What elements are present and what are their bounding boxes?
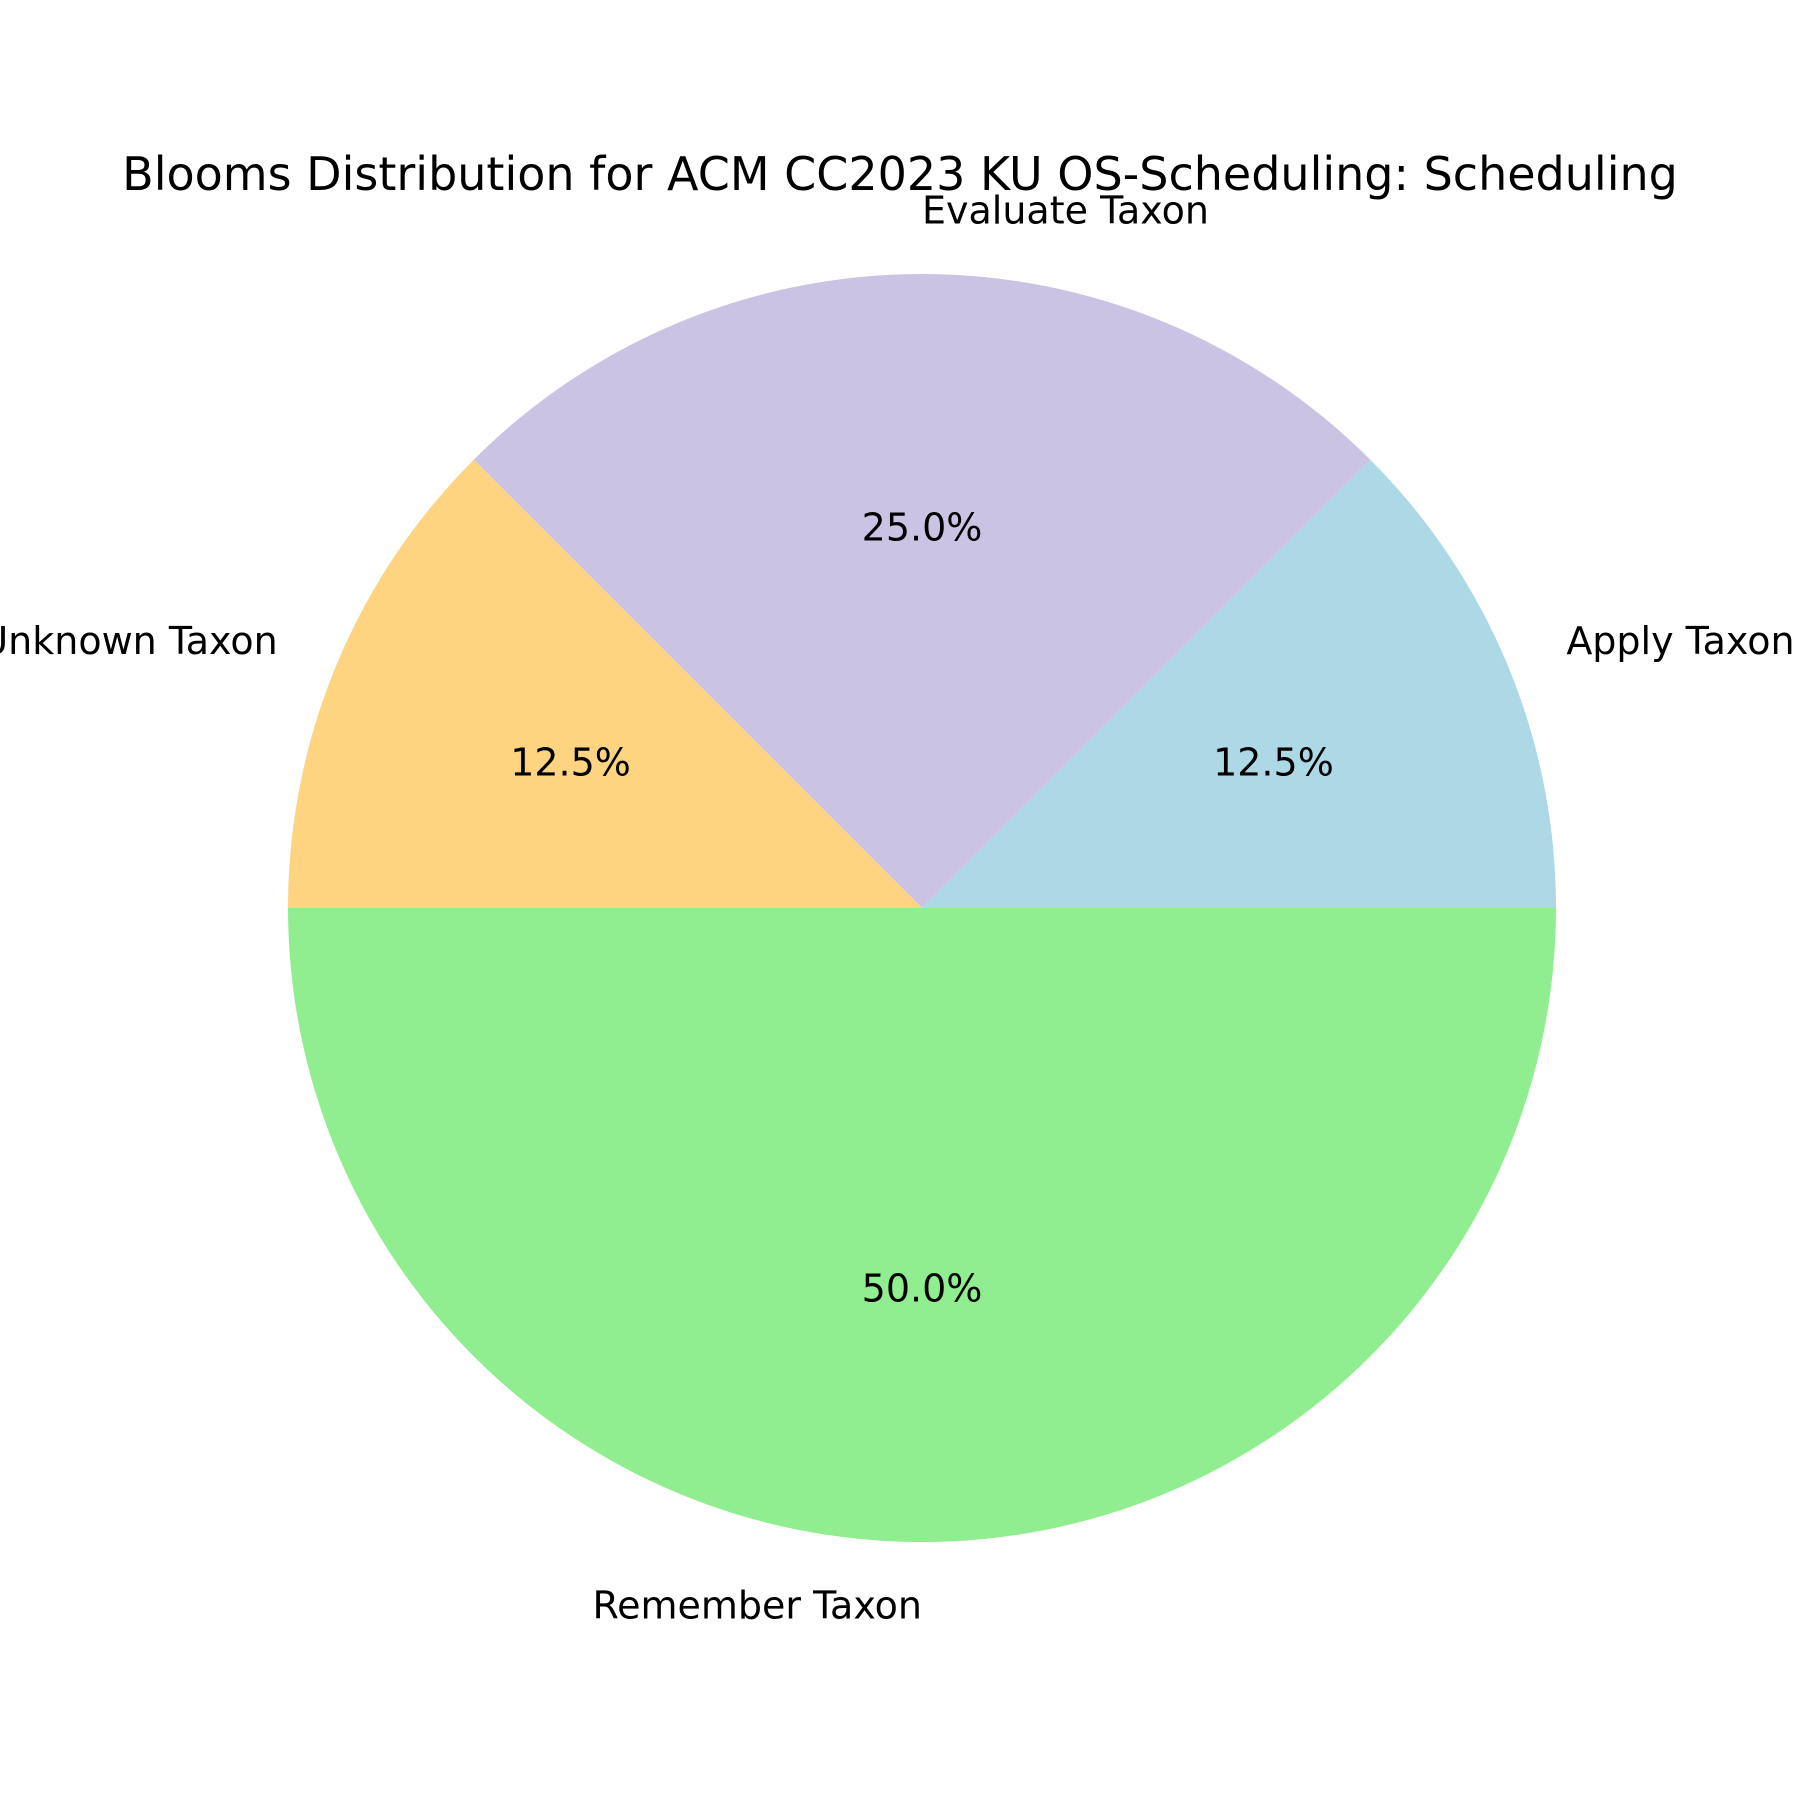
pie-slice-apply-taxon <box>922 459 1557 908</box>
slice-category-label: Evaluate Taxon <box>922 189 1209 233</box>
pie-slices <box>288 274 1557 1542</box>
pie-labels: 50.0% Remember Taxon 12.5% Apply Taxon 25.0%… <box>0 189 1795 1628</box>
pie-slice-remember-taxon <box>288 908 1556 1542</box>
slice-category-label: Unknown Taxon <box>0 619 278 663</box>
slice-percent-label: 12.5% <box>510 740 631 784</box>
pie-slice-evaluate-taxon <box>473 274 1371 908</box>
slice-category-label: Remember Taxon <box>592 1583 922 1627</box>
slice-percent-label: 12.5% <box>1213 740 1334 784</box>
pie-slice-unknown-taxon <box>288 459 922 908</box>
slice-percent-label: 25.0% <box>862 506 983 550</box>
slice-category-label: Apply Taxon <box>1566 619 1794 663</box>
chart-title: Blooms Distribution for ACM CC2023 KU OS… <box>122 147 1678 201</box>
slice-percent-label: 50.0% <box>862 1266 983 1310</box>
